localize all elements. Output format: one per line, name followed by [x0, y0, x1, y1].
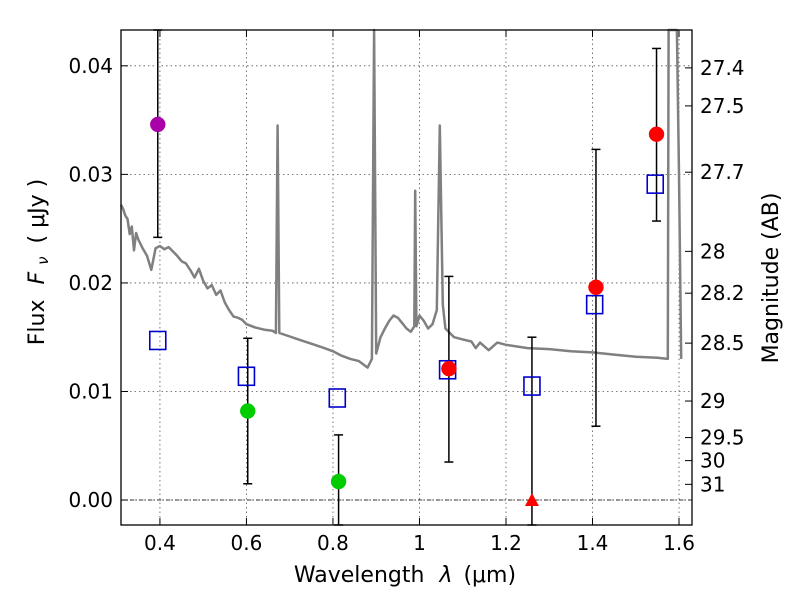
y-label-subscript: ν	[34, 256, 52, 264]
x-tick-label: 0.4	[144, 531, 176, 555]
y-label-unit: ( μJy )	[25, 179, 50, 244]
y-label-prefix: Flux	[25, 299, 50, 345]
y-label-symbol: F	[25, 271, 50, 284]
model-flux-square	[237, 366, 256, 387]
magnitude-tick-label: 27.7	[700, 160, 745, 184]
model-flux-square	[148, 330, 167, 351]
x-axis-ticks: 0.4 0.6 0.8 1 1.2 1.4 1.6	[144, 30, 695, 555]
x-tick-label: 1	[413, 531, 426, 555]
y-axis-ticks: 0.00 0.01 0.02 0.03 0.04	[68, 54, 128, 512]
magnitude-axis-label: Magnitude (AB)	[759, 193, 784, 364]
observed-flux-point	[588, 279, 604, 296]
observed-flux-point	[239, 403, 256, 419]
y-tick-label: 0.01	[68, 379, 113, 403]
x-tick-label: 1.6	[663, 531, 695, 555]
model-flux-square	[585, 294, 604, 315]
y-axis-label: Flux F ν ( μJy )	[25, 179, 54, 345]
magnitude-tick-label: 31	[700, 472, 725, 496]
model-flux-square	[328, 388, 347, 408]
y-tick-label: 0.00	[68, 488, 113, 512]
x-tick-label: 0.8	[317, 531, 349, 555]
observed-flux-point	[441, 360, 457, 377]
x-tick-label: 1.4	[577, 531, 609, 555]
observed-flux-point	[330, 473, 347, 490]
template-spectrum-line	[119, 28, 683, 369]
magnitude-tick-label: 27.4	[700, 56, 745, 80]
x-axis-label: Wavelength λ (μm)	[294, 563, 516, 588]
plot-frame	[120, 29, 693, 526]
y-tick-label: 0.02	[68, 271, 113, 295]
y-tick-label: 0.04	[68, 54, 113, 78]
x-label-prefix: Wavelength	[294, 563, 425, 588]
magnitude-tick-label: 28.2	[700, 281, 745, 305]
magnitude-tick-label: 27.5	[700, 94, 745, 118]
magnitude-tick-label: 28	[700, 239, 725, 263]
magnitude-tick-label: 29	[700, 389, 725, 413]
x-label-symbol: λ	[438, 563, 452, 588]
model-flux-square	[646, 174, 665, 194]
model-flux-square	[523, 376, 541, 396]
grid	[121, 30, 692, 525]
x-label-unit: (μm)	[463, 563, 516, 588]
upper-limit-triangle	[524, 493, 539, 507]
y-tick-label: 0.03	[68, 162, 113, 186]
error-bars	[153, 29, 662, 526]
magnitude-tick-label: 28.5	[700, 331, 745, 355]
observed-flux-point	[150, 116, 166, 133]
observed-flux-point	[648, 126, 665, 142]
template-spectrum	[119, 28, 683, 369]
x-tick-label: 1.2	[490, 531, 522, 555]
x-tick-label: 0.6	[231, 531, 263, 555]
data-markers	[148, 116, 665, 507]
magnitude-tick-label: 29.5	[700, 426, 745, 450]
magnitude-tick-label: 30	[700, 449, 725, 473]
